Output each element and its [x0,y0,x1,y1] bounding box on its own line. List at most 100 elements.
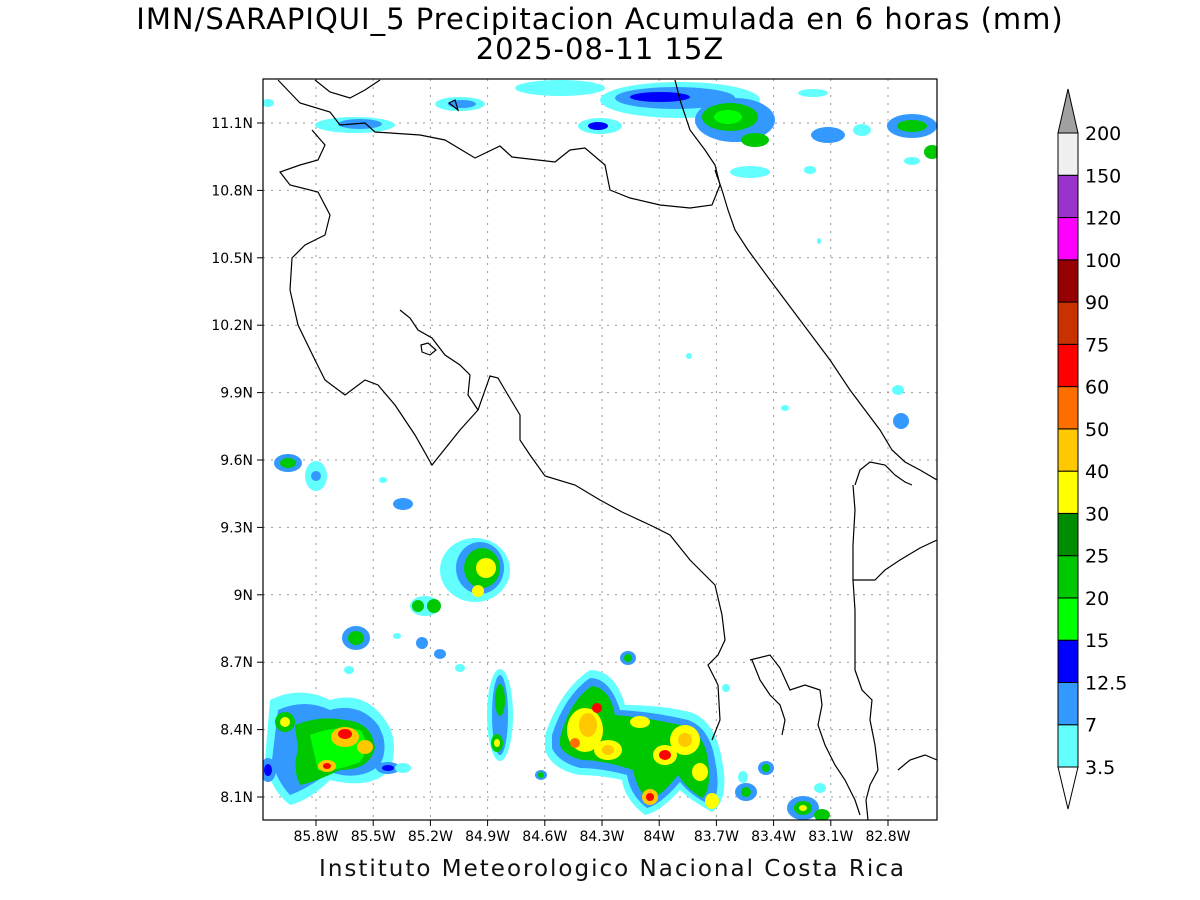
precip-cell [630,92,690,102]
precip-cell [738,771,748,783]
precip-cell [893,413,909,429]
legend-level-label: 90 [1085,292,1109,314]
legend-level-label: 150 [1085,165,1121,187]
legend-level-label: 30 [1085,503,1109,525]
legend-level-label: 20 [1085,588,1109,610]
longitude-axis: 85.8W 85.5W 85.2W 84.9W 84.6W 84.3W 84W 83.7W 83… [293,820,911,845]
precip-cell [495,684,505,716]
precip-cell [678,733,692,747]
precipitation-legend: 3.5 7 12.5 15 20 25 30 40 50 60 75 90 100 120 150 200 [1057,88,1127,810]
precip-cell [630,716,650,728]
lat-tick-label: 10.5N [211,251,253,267]
precip-cell [395,763,411,773]
precip-cell [924,145,937,159]
lon-tick-label: 83.4W [751,829,796,845]
precip-cell [904,157,920,165]
legend-level-label: 3.5 [1085,757,1115,779]
legend-swatch [1057,132,1079,176]
precip-cell [817,238,821,244]
legend-level-label: 50 [1085,419,1109,441]
legend-under-arrow [1057,766,1079,810]
legend-level-label: 100 [1085,250,1121,272]
precip-cell [804,166,816,174]
lat-tick-label: 10.8N [211,183,253,199]
legend-swatch [1057,386,1079,430]
legend-over-arrow [1057,88,1079,134]
lat-tick-label: 8.7N [220,655,253,671]
legend-level-label: 60 [1085,377,1109,399]
precip-cell [280,717,290,727]
precip-cell [455,664,465,672]
precip-cell [344,666,354,674]
lon-tick-label: 85.5W [351,829,396,845]
legend-level-label: 120 [1085,208,1121,230]
precip-cell [476,558,496,578]
gridlines [263,79,937,820]
precip-cell [730,166,770,178]
precip-cell [814,783,826,793]
precip-cell [659,750,671,760]
lon-tick-label: 82.8W [865,829,910,845]
precip-cell [814,809,830,820]
lon-tick-label: 84.3W [579,829,624,845]
lat-tick-label: 8.4N [220,723,253,739]
legend-level-label: 7 [1085,715,1097,737]
precip-cell [892,385,904,395]
precip-cell [393,498,413,510]
lon-tick-label: 85.2W [408,829,453,845]
map-subtitle-date: 2025-08-11 15Z [475,32,725,66]
lat-tick-label: 10.2N [211,318,253,334]
lon-tick-label: 84W [643,829,675,845]
precip-cell [280,458,296,468]
latitude-axis: 11.1N 10.8N 10.5N 10.2N 9.9N 9.6N 9.3N 9N 8.7N 8.… [211,116,263,806]
map-title: IMN/SARAPIQUI_5 Precipitacion Acumulada … [136,2,1064,36]
legend-level-label: 75 [1085,334,1109,356]
legend-level-label: 12.5 [1085,672,1127,694]
precip-cell [379,477,387,483]
legend-swatch [1057,217,1079,261]
footer-credit: Instituto Meteorologico Nacional Costa R… [319,856,906,882]
legend-swatch [1057,174,1079,219]
precipitation-fields [263,80,937,820]
lat-tick-label: 9.9N [220,386,253,402]
precip-cell [853,124,871,136]
precip-cell [686,353,692,359]
precip-cell [416,637,428,649]
precip-cell [357,740,373,754]
legend-swatch [1057,343,1079,388]
lon-tick-label: 83.7W [694,829,739,845]
precip-cell [263,99,274,107]
precip-cell [264,764,272,776]
precip-cell [799,805,807,811]
lat-tick-label: 9.6N [220,453,253,469]
precip-cell [570,738,580,748]
lon-tick-label: 85.8W [293,829,338,845]
precip-cell [897,120,927,132]
precip-cell [494,739,500,747]
precip-cell [692,763,708,781]
precip-cell [646,793,654,801]
precip-cell [472,585,484,597]
legend-swatch [1057,597,1079,641]
lat-tick-label: 8.1N [220,790,253,806]
legend-swatch [1057,470,1079,514]
precip-cell [338,729,352,739]
precip-cell [579,713,597,737]
legend-swatch [1057,301,1079,345]
precip-cell [538,772,544,778]
legend-level-label: 25 [1085,546,1109,568]
legend-level-label: 200 [1085,123,1121,145]
precip-cell [722,684,730,692]
lon-tick-label: 84.6W [522,829,567,845]
map-frame [262,78,938,821]
precip-cell [798,89,828,97]
lat-tick-label: 9.3N [220,520,253,536]
legend-swatch [1057,555,1079,599]
legend-swatch [1057,639,1079,683]
precip-cell [323,763,331,769]
legend-swatch [1057,724,1079,768]
lat-tick-label: 9N [234,588,253,604]
lon-tick-label: 84.9W [465,829,510,845]
legend-level-label: 40 [1085,461,1109,483]
